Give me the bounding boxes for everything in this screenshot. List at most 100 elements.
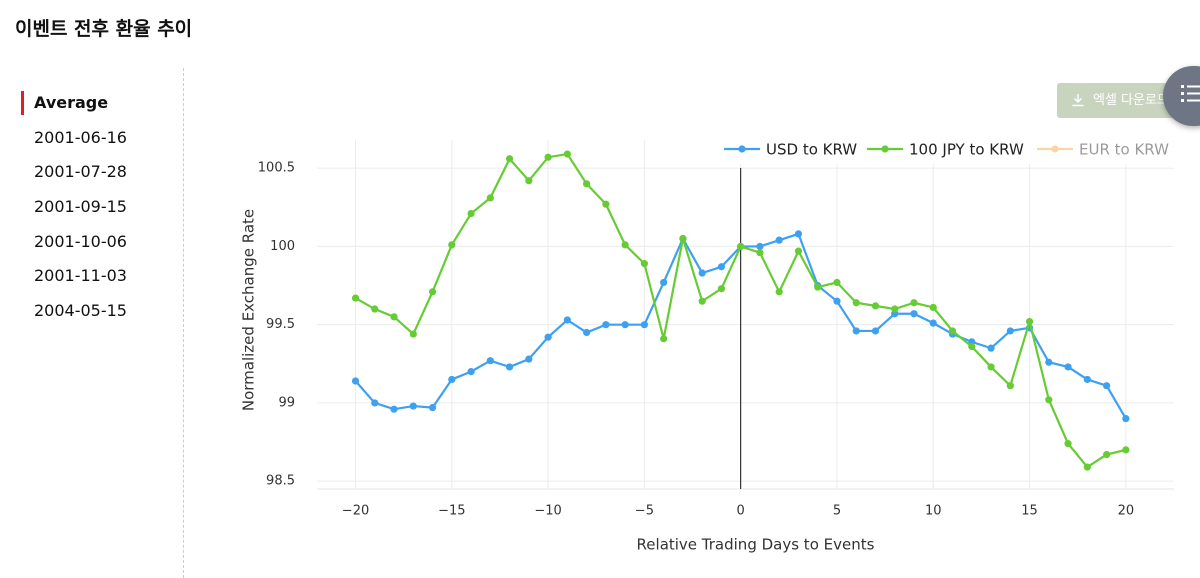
data-point [448, 375, 456, 384]
legend-item[interactable]: EUR to KRW [1037, 141, 1169, 159]
data-point [428, 404, 437, 412]
data-point [544, 153, 552, 161]
data-point [660, 278, 668, 287]
data-point [910, 299, 918, 307]
data-point [756, 249, 764, 257]
data-point [525, 177, 533, 185]
data-point [1064, 363, 1072, 371]
data-point [371, 399, 379, 407]
data-point [1006, 327, 1014, 335]
data-point [1045, 358, 1053, 366]
y-tick-label: 99 [278, 395, 295, 410]
data-point [1122, 446, 1130, 454]
x-tick-label: 20 [1118, 504, 1135, 519]
data-point [486, 194, 494, 202]
data-point [698, 269, 706, 277]
sidebar-item[interactable]: 2001-06-16 [34, 127, 127, 147]
data-point [775, 236, 783, 244]
data-point [583, 328, 591, 337]
data-point [505, 155, 514, 163]
divider [183, 68, 184, 578]
data-point [1122, 414, 1130, 423]
y-axis-label: Normalized Exchange Rate [240, 209, 258, 411]
data-point [929, 319, 937, 327]
sidebar-item[interactable]: 2001-10-06 [34, 231, 127, 251]
x-tick-label: −10 [534, 504, 561, 519]
download-icon [1072, 94, 1084, 107]
data-point [525, 355, 533, 363]
sidebar-item[interactable]: 2001-07-28 [34, 162, 127, 182]
legend-marker [738, 145, 746, 153]
data-point [390, 313, 398, 321]
data-point [814, 283, 822, 291]
legend-label: EUR to KRW [1079, 141, 1169, 159]
legend-marker [881, 145, 889, 153]
data-point [794, 230, 803, 238]
legend-background [716, 136, 1174, 164]
data-point [833, 278, 841, 287]
page-title: 이벤트 전후 환율 추이 [15, 18, 193, 40]
data-point [428, 288, 437, 296]
data-point [409, 330, 417, 338]
y-tick-label: 100 [270, 239, 295, 254]
x-axis-label: Relative Trading Days to Events [637, 536, 875, 554]
menu-icon [1181, 85, 1200, 102]
data-point [929, 303, 937, 312]
data-point [717, 285, 726, 293]
data-point [891, 305, 899, 313]
data-point [852, 327, 860, 335]
data-point [679, 234, 687, 243]
data-point [737, 242, 745, 251]
legend-marker [1051, 145, 1059, 153]
data-point [698, 297, 706, 305]
legend-item[interactable]: 100 JPY to KRW [867, 141, 1024, 159]
data-point [660, 335, 668, 343]
data-point [640, 260, 648, 268]
data-point [621, 241, 629, 249]
data-point [563, 316, 571, 324]
data-point [1064, 440, 1072, 448]
sidebar-item[interactable]: 2004-05-15 [34, 301, 127, 321]
data-point [1006, 382, 1014, 390]
data-point [987, 344, 995, 352]
data-point [775, 288, 783, 296]
legend-label: USD to KRW [766, 141, 857, 159]
data-point [1102, 450, 1111, 459]
data-point [467, 209, 475, 218]
sidebar-item[interactable]: 2001-09-15 [34, 197, 127, 217]
data-point [756, 242, 764, 251]
data-point [621, 321, 629, 329]
data-point [371, 305, 379, 313]
data-point [602, 200, 610, 208]
data-point [833, 297, 841, 305]
x-tick-label: −15 [438, 504, 465, 519]
data-point [871, 327, 880, 335]
data-point [390, 405, 398, 413]
data-point [448, 241, 456, 249]
data-point [602, 321, 610, 329]
data-point [987, 363, 995, 371]
data-point [717, 263, 726, 271]
data-point [467, 368, 475, 376]
sidebar-item[interactable]: 2001-11-03 [34, 266, 127, 286]
data-point [1025, 317, 1034, 326]
data-point [583, 180, 591, 188]
data-point [1102, 382, 1111, 390]
data-point [794, 247, 803, 255]
sidebar: Average 2001-06-16 2001-07-28 2001-09-15 200… [0, 88, 180, 331]
sidebar-item[interactable]: Average [0, 88, 180, 123]
legend-label: 100 JPY to KRW [909, 141, 1024, 159]
legend-item[interactable]: USD to KRW [724, 141, 857, 159]
y-tick-label: 99.5 [266, 317, 295, 332]
data-point [968, 342, 976, 351]
data-point [409, 402, 417, 410]
data-point [544, 333, 552, 341]
data-point [871, 302, 880, 310]
y-tick-label: 100.5 [258, 161, 295, 176]
x-tick-label: 15 [1021, 504, 1038, 519]
data-point [1083, 463, 1091, 471]
data-point [948, 327, 957, 335]
data-point [910, 310, 918, 318]
